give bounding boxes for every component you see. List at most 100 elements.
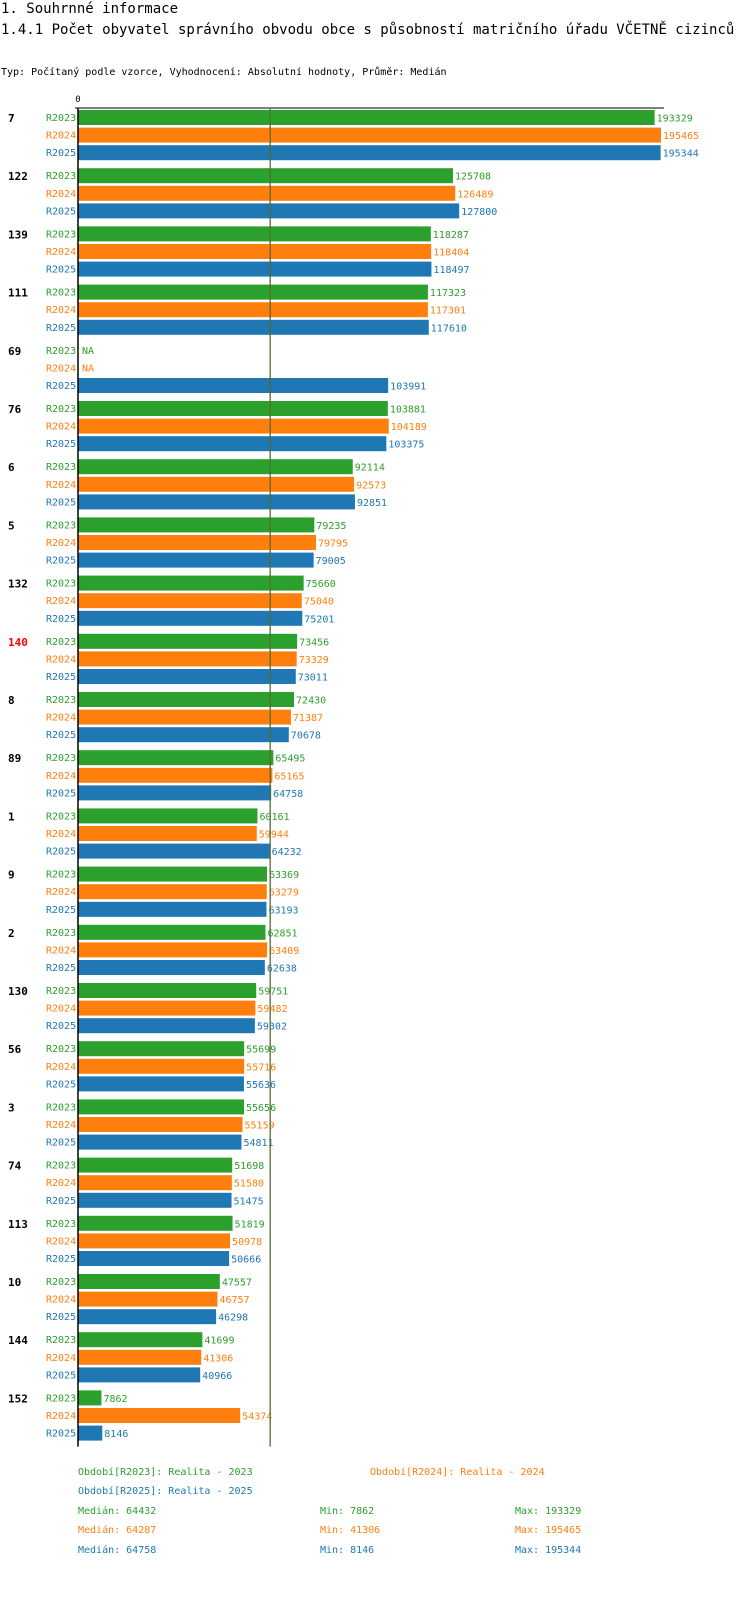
bar-r2023 bbox=[78, 284, 428, 300]
data-label: 70678 bbox=[291, 731, 321, 742]
legend-r2023: Období[R2023]: Realita - 2023 bbox=[78, 1467, 253, 1478]
bar-r2023 bbox=[78, 459, 353, 475]
series-label: R2023 bbox=[46, 171, 76, 182]
series-label: R2023 bbox=[46, 986, 76, 997]
bar-r2024 bbox=[78, 185, 456, 201]
bar-r2024 bbox=[78, 1117, 243, 1132]
bar-r2025 bbox=[78, 960, 265, 975]
series-label: R2025 bbox=[46, 439, 76, 450]
bar-r2023 bbox=[78, 983, 257, 998]
data-label: 63193 bbox=[268, 905, 298, 916]
bar-r2024 bbox=[78, 1058, 245, 1074]
series-label: R2025 bbox=[46, 1312, 76, 1323]
category-label: 8 bbox=[8, 694, 15, 707]
series-label: R2024 bbox=[46, 1236, 76, 1247]
chart-subtitle: Typ: Počítaný podle vzorce, Vyhodnocení:… bbox=[1, 67, 447, 78]
bar-r2025 bbox=[78, 319, 429, 335]
series-label: R2024 bbox=[46, 1004, 76, 1015]
data-label: 55159 bbox=[245, 1121, 275, 1132]
data-label: 55656 bbox=[246, 1103, 276, 1114]
series-label: R2024 bbox=[46, 945, 76, 956]
series-label: R2023 bbox=[46, 1393, 76, 1404]
data-label: 73329 bbox=[299, 655, 329, 666]
category-label: 139 bbox=[8, 228, 28, 241]
legend-r2024: Období[R2024]: Realita - 2024 bbox=[370, 1467, 545, 1478]
series-label: R2023 bbox=[46, 1102, 76, 1113]
category-label: 113 bbox=[8, 1218, 28, 1231]
bar-r2025 bbox=[78, 1192, 232, 1208]
series-label: R2023 bbox=[46, 870, 76, 881]
bar-r2025 bbox=[78, 1425, 103, 1441]
series-label: R2024 bbox=[46, 887, 76, 898]
series-label: R2023 bbox=[46, 462, 76, 473]
data-label: 193329 bbox=[657, 114, 693, 125]
bar-r2024 bbox=[78, 884, 267, 900]
series-label: R2025 bbox=[46, 1138, 76, 1149]
category-label: 152 bbox=[8, 1392, 28, 1405]
category-label: 144 bbox=[8, 1334, 28, 1347]
data-label: 65165 bbox=[274, 771, 304, 782]
series-label: R2024 bbox=[46, 305, 76, 316]
data-label: 41306 bbox=[203, 1353, 233, 1364]
series-label: R2025 bbox=[46, 788, 76, 799]
data-label: 79795 bbox=[318, 539, 348, 550]
data-label: 75040 bbox=[304, 597, 334, 608]
bar-r2023 bbox=[78, 1041, 245, 1057]
category-label: 89 bbox=[8, 752, 21, 765]
series-label: R2024 bbox=[46, 538, 76, 549]
series-label: R2025 bbox=[46, 963, 76, 974]
series-label: R2025 bbox=[46, 148, 76, 159]
stat-min-r2025: Min: 8146 bbox=[320, 1545, 375, 1556]
data-label-na: NA bbox=[82, 363, 94, 374]
data-label: 195465 bbox=[663, 131, 699, 142]
series-label: R2024 bbox=[46, 189, 76, 200]
series-label: R2025 bbox=[46, 614, 76, 625]
category-label: 122 bbox=[8, 170, 28, 183]
data-label: 73011 bbox=[298, 673, 328, 684]
bar-r2023 bbox=[78, 1099, 245, 1115]
bar-r2023 bbox=[78, 866, 268, 882]
data-label: 117610 bbox=[431, 323, 467, 334]
bar-r2023 bbox=[78, 168, 453, 184]
series-label: R2024 bbox=[46, 1120, 76, 1131]
category-label: 56 bbox=[8, 1043, 22, 1056]
data-label: 125708 bbox=[455, 172, 491, 183]
data-label: 64232 bbox=[272, 847, 302, 858]
bar-r2024 bbox=[78, 593, 302, 609]
bar-r2025 bbox=[78, 378, 389, 393]
stat-max-r2024: Max: 195465 bbox=[515, 1525, 582, 1536]
bar-r2025 bbox=[78, 1076, 244, 1092]
data-label: 75660 bbox=[306, 579, 336, 590]
stat-median-r2025: Medián: 64758 bbox=[78, 1545, 157, 1556]
category-label: 10 bbox=[8, 1276, 21, 1289]
series-label: R2025 bbox=[46, 672, 76, 683]
data-label: 59482 bbox=[257, 1004, 287, 1015]
data-label: 103375 bbox=[388, 440, 424, 451]
data-label: 59302 bbox=[257, 1022, 287, 1033]
bar-r2023 bbox=[78, 1332, 203, 1348]
x-axis-zero-label: 0 bbox=[75, 95, 80, 105]
category-label: 69 bbox=[8, 345, 21, 358]
section-title: 1. Souhrnné informace bbox=[1, 1, 179, 17]
bar-r2024 bbox=[78, 244, 432, 259]
bar-r2023 bbox=[78, 1157, 233, 1173]
series-label: R2024 bbox=[46, 1295, 76, 1306]
category-label: 9 bbox=[8, 869, 15, 882]
data-label: 92114 bbox=[355, 463, 385, 474]
series-label: R2024 bbox=[46, 713, 76, 724]
bar-r2025 bbox=[78, 785, 272, 801]
series-label: R2023 bbox=[46, 928, 76, 939]
category-label: 3 bbox=[8, 1101, 15, 1114]
bar-r2025 bbox=[78, 1134, 242, 1150]
bar-r2025 bbox=[78, 1367, 201, 1383]
category-label: 2 bbox=[8, 927, 15, 940]
category-label: 1 bbox=[8, 810, 15, 823]
bar-r2023 bbox=[78, 575, 304, 591]
series-label: R2024 bbox=[46, 654, 76, 665]
data-label: 50978 bbox=[232, 1237, 262, 1248]
bar-r2025 bbox=[78, 843, 270, 859]
bar-r2023 bbox=[78, 226, 431, 242]
bar-r2024 bbox=[78, 127, 661, 143]
series-label: R2025 bbox=[46, 381, 76, 392]
category-label: 132 bbox=[8, 578, 28, 591]
